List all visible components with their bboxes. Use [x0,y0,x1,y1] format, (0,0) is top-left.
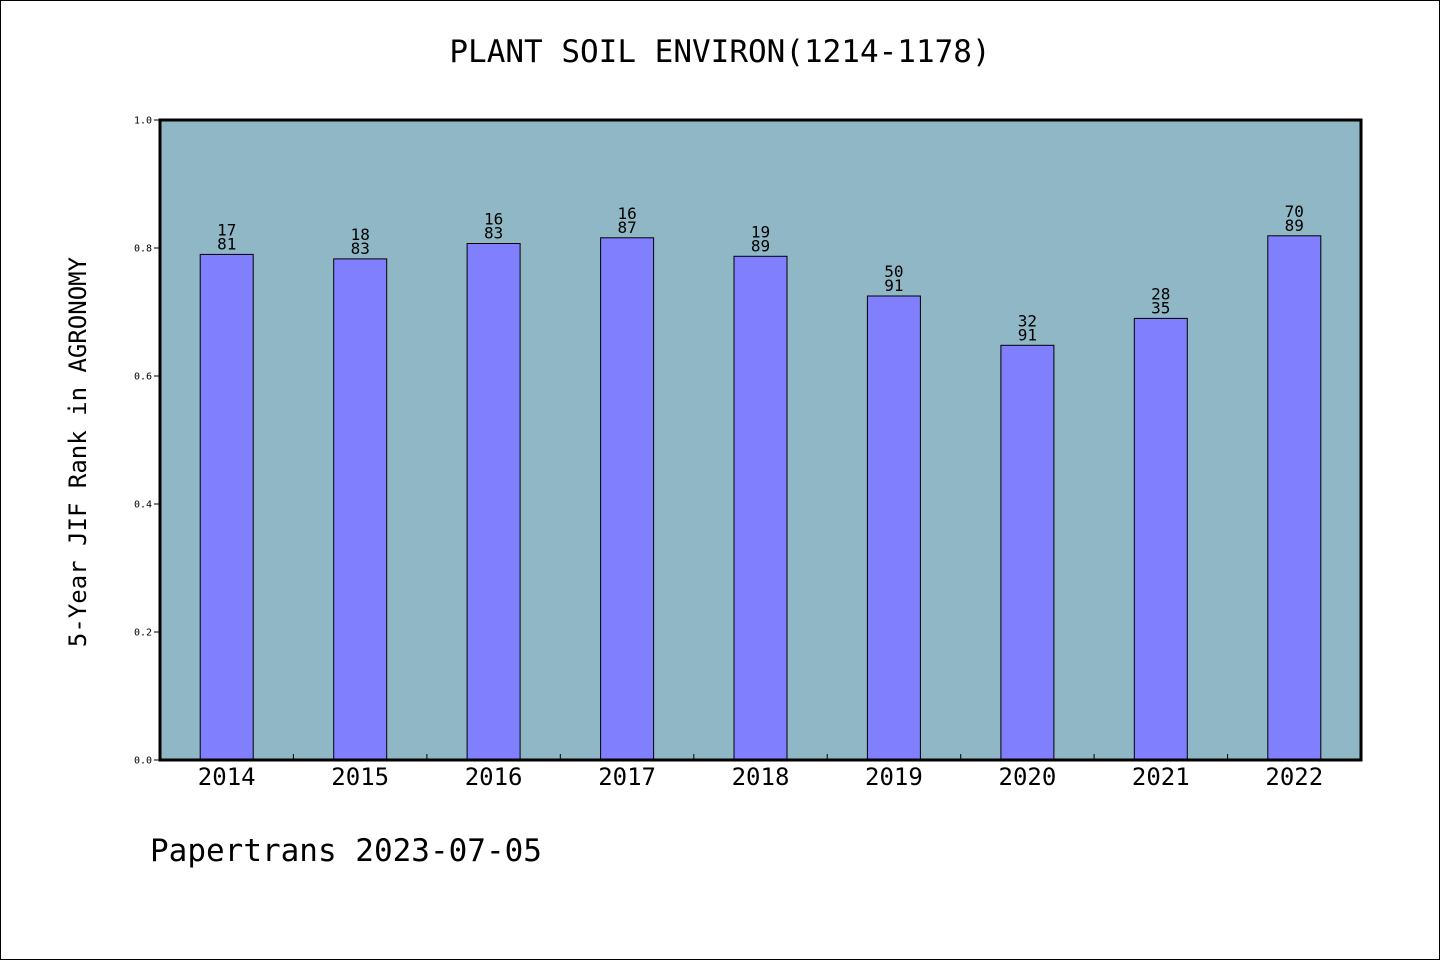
total-label-2020: 91 [1018,325,1037,344]
x-tick-label-2016: 2016 [465,763,523,791]
rank-label-2018: 19 [751,222,770,241]
total-label-2019: 91 [884,276,903,295]
y-tick-label: 0.4 [134,500,152,511]
total-label-2021: 35 [1151,298,1170,317]
rank-label-2014: 17 [217,220,236,239]
total-label-2016: 83 [484,224,503,243]
bars-layer [199,235,1322,761]
x-tick-label-2019: 2019 [865,763,923,791]
bar-2014 [199,253,254,761]
x-tick-label-2021: 2021 [1132,763,1190,791]
y-tick-label: 0.6 [134,372,152,383]
chart-title: PLANT SOIL ENVIRON(1214-1178) [449,34,991,70]
bar-2019 [866,295,921,761]
bar-2021 [1133,317,1188,761]
x-tick-label-2014: 2014 [198,763,256,791]
rank-label-2016: 16 [484,210,503,229]
x-tick-label-2018: 2018 [732,763,790,791]
bar-2022 [1267,235,1322,761]
y-tick-label: 0.2 [134,628,152,639]
total-label-2017: 87 [617,218,636,237]
y-tick-label: 0.8 [134,244,152,255]
bar-2017 [600,237,655,761]
rank-label-2022: 70 [1285,202,1304,221]
bar-2016 [466,243,521,761]
total-label-2018: 89 [751,236,770,255]
x-axis: 2014 2015 2016 2017 2018 2019 2020 2021 2022 [198,754,1323,791]
footer-note: Papertrans 2023-07-05 [150,833,542,869]
total-label-2014: 81 [217,234,236,253]
x-tick-label-2015: 2015 [331,763,389,791]
plot-border [158,118,1363,762]
bar-2020 [1000,344,1055,761]
rank-label-2015: 18 [351,225,370,244]
total-label-2015: 83 [351,239,370,258]
x-tick-label-2017: 2017 [598,763,656,791]
total-label-2022: 89 [1285,216,1304,235]
x-tick-label-2022: 2022 [1265,763,1323,791]
y-axis: 0.0 0.2 0.4 0.6 0.8 1.0 [134,116,160,767]
bar-2018 [733,255,788,761]
x-tick-label-2020: 2020 [999,763,1057,791]
rank-label-2021: 28 [1151,284,1170,303]
y-tick-label: 0.0 [134,756,152,767]
y-tick-label: 1.0 [134,116,152,127]
rank-label-2017: 16 [617,204,636,223]
rank-label-2019: 50 [884,262,903,281]
rank-label-2020: 32 [1018,311,1037,330]
bar-2015 [333,258,388,761]
